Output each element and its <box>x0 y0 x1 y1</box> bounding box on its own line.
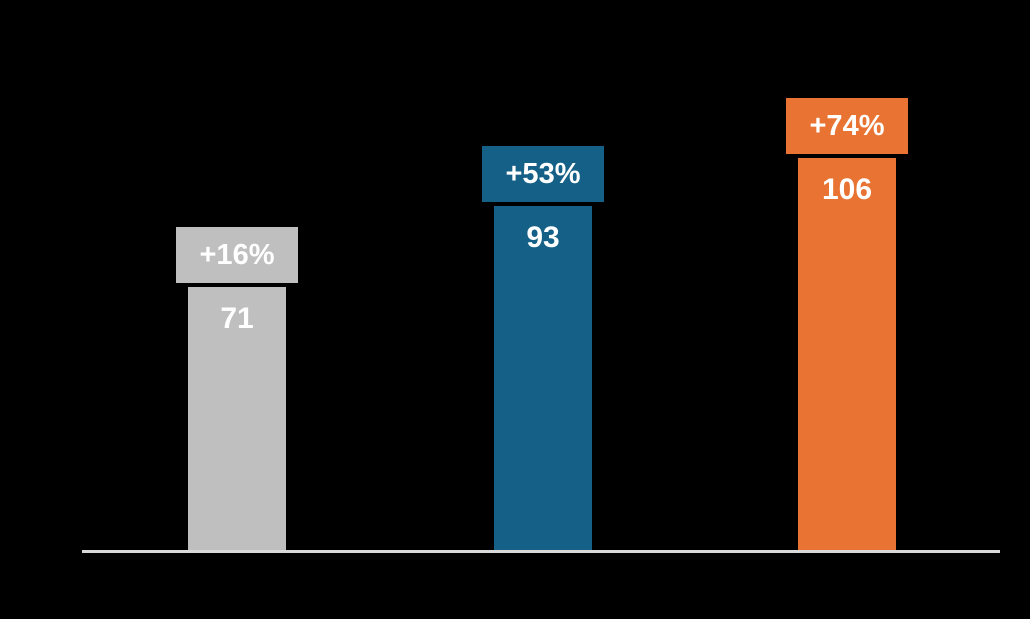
baseline-axis <box>82 550 1000 553</box>
bar-rect-1: 71 <box>188 287 286 550</box>
bar-group-3: +74% 106 <box>786 98 908 550</box>
delta-cap-1: +16% <box>176 227 298 283</box>
delta-label-3: +74% <box>809 109 885 142</box>
value-label-2: 93 <box>526 221 560 254</box>
bar-group-1: +16% 71 <box>176 227 298 550</box>
value-label-3: 106 <box>821 173 873 206</box>
bar-rect-3: 106 <box>798 158 896 550</box>
delta-cap-2: +53% <box>482 146 604 202</box>
delta-label-1: +16% <box>199 238 275 271</box>
bar-rect-2: 93 <box>494 206 592 550</box>
bar-group-2: +53% 93 <box>482 146 604 550</box>
delta-label-2: +53% <box>505 157 581 190</box>
delta-cap-3: +74% <box>786 98 908 154</box>
value-label-1: 71 <box>220 302 254 335</box>
